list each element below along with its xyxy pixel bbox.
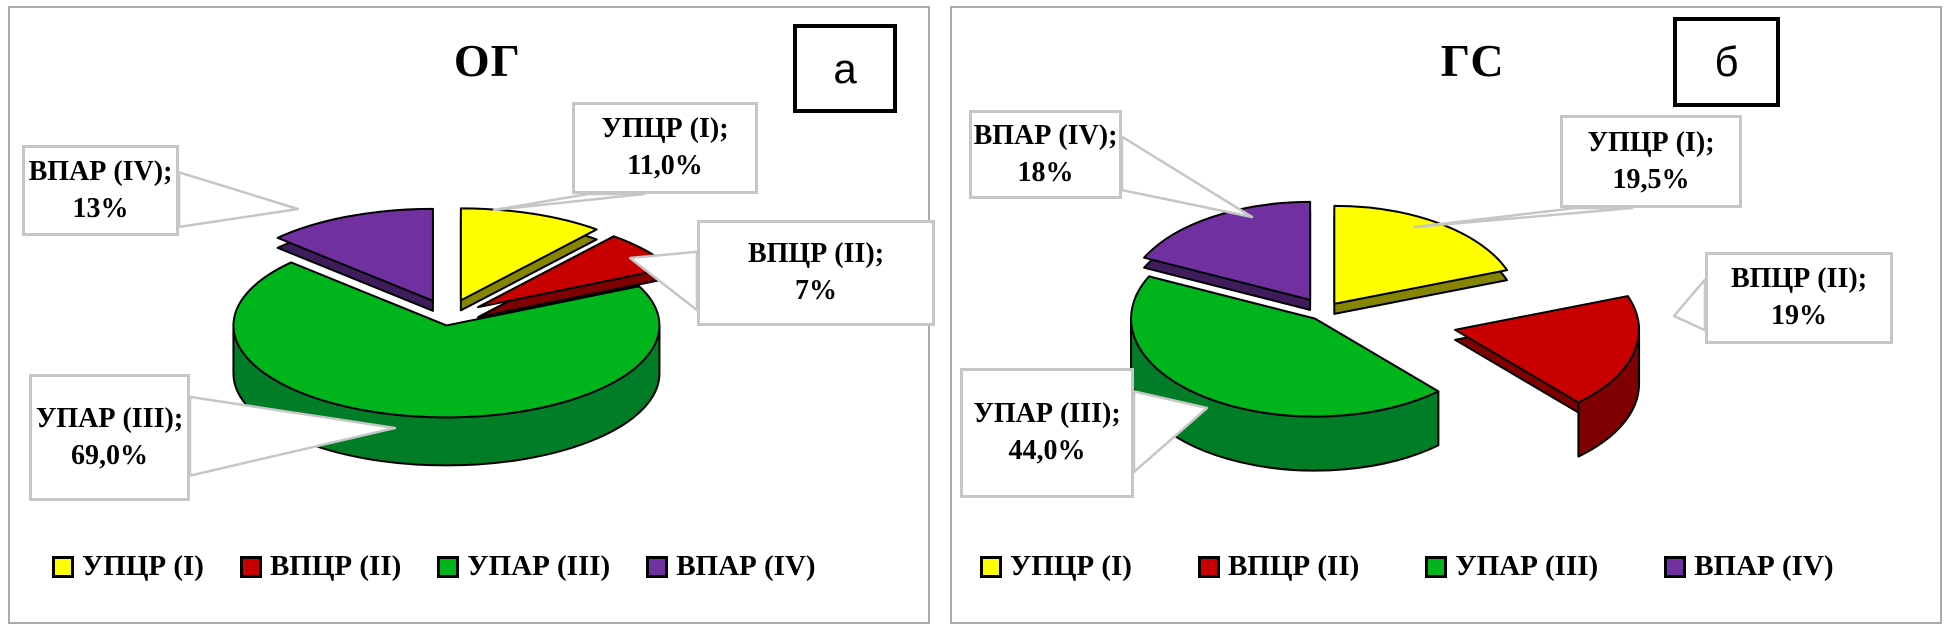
callout-category: ВПЦР (II); bbox=[1730, 263, 1868, 295]
legend-item-0: УПЦР (I) bbox=[52, 550, 204, 583]
pie-slice-face bbox=[1143, 200, 1312, 301]
legend-marker-icon bbox=[52, 555, 74, 578]
pie-chart-area-gs: УПЦР (I); 19,5% ВПЦР (II); 19% УПАР (III); 44… bbox=[952, 8, 1940, 622]
legend-item-0: УПЦР (I) bbox=[980, 550, 1132, 583]
legend-marker-icon bbox=[980, 555, 1002, 578]
pie-slice-face bbox=[459, 207, 598, 302]
legend-item-1: ВПЦР (II) bbox=[1197, 550, 1360, 583]
callout-category: ВПАР (IV); bbox=[973, 119, 1118, 151]
pie-slice-face bbox=[276, 207, 434, 302]
figure-label-a: а bbox=[833, 44, 857, 92]
legend-item-2: УПАР (III) bbox=[1425, 550, 1598, 583]
legend-label: ВПАР (IV) bbox=[676, 550, 816, 582]
callout-value: 19,5% bbox=[1612, 163, 1690, 195]
callout-value: 13% bbox=[72, 192, 129, 224]
callout-value: 19% bbox=[1771, 300, 1827, 331]
pie-slice-face bbox=[232, 261, 661, 419]
chart-title-og: ОГ bbox=[453, 35, 521, 86]
pie-slice-face bbox=[1130, 275, 1440, 418]
legend-label: ВПЦР (II) bbox=[1227, 550, 1360, 582]
callout-leader-wedge bbox=[188, 395, 397, 477]
callout-slice-2: УПАР (III); 44,0% bbox=[960, 368, 1134, 498]
callout-slice-1: ВПЦР (II); 19% bbox=[1705, 252, 1893, 344]
chart-legend: УПЦР (I) ВПЦР (II) УПАР (III) ВПАР (IV) bbox=[52, 550, 816, 583]
callout-value: 11,0% bbox=[627, 150, 703, 181]
callout-leader-wedge bbox=[177, 171, 300, 229]
callout-leader-wedge bbox=[1120, 135, 1254, 219]
callout-leader-wedge bbox=[492, 192, 646, 212]
legend-marker-icon bbox=[1197, 555, 1220, 578]
callout-value: 69,0% bbox=[71, 439, 148, 471]
callout-category: ВПЦР (II); bbox=[747, 238, 885, 270]
chart-title-gs: ГС bbox=[1440, 35, 1505, 86]
callout-category: УПАР (III); bbox=[35, 402, 184, 434]
legend-marker-icon bbox=[239, 555, 262, 578]
callout-slice-0: УПЦР (I); 11,0% bbox=[572, 102, 758, 194]
chart-legend: УПЦР (I) ВПЦР (II) УПАР (III) ВПАР (IV) bbox=[980, 550, 1834, 583]
figure-label-b: б bbox=[1714, 38, 1739, 85]
legend-item-2: УПАР (III) bbox=[437, 550, 610, 583]
callout-slice-1: ВПЦР (II); 7% bbox=[697, 220, 935, 326]
figure-label-box-b: б bbox=[1673, 17, 1780, 107]
callout-value: 7% bbox=[795, 275, 837, 306]
callout-category: ВПАР (IV); bbox=[28, 155, 173, 187]
legend-label: УПАР (III) bbox=[1455, 550, 1599, 582]
callout-category: УПАР (III); bbox=[973, 398, 1121, 430]
callout-slice-2: УПАР (III); 69,0% bbox=[29, 374, 190, 501]
legend-marker-icon bbox=[437, 555, 460, 578]
callout-slice-3: ВПАР (IV); 13% bbox=[22, 145, 179, 236]
legend-label: УПЦР (I) bbox=[1010, 550, 1132, 582]
legend-label: ВПАР (IV) bbox=[1694, 550, 1834, 582]
chart-panel-og: ОГ а УПЦР (I); 11,0% ВПЦР (II); 7% УПАР (III… bbox=[8, 6, 935, 624]
callout-category: УПЦР (I); bbox=[1587, 126, 1715, 158]
legend-label: ВПЦР (II) bbox=[269, 550, 402, 582]
legend-label: УПАР (III) bbox=[467, 550, 611, 582]
callout-slice-0: УПЦР (I); 19,5% bbox=[1560, 115, 1742, 208]
callout-slice-3: ВПАР (IV); 18% bbox=[969, 110, 1122, 199]
chart-panel-gs: ГС б УПЦР (I); 19,5% ВПЦР (II); 19% УПАР (II… bbox=[950, 6, 1942, 624]
pie-chart-svg bbox=[177, 171, 699, 477]
legend-item-1: ВПЦР (II) bbox=[239, 550, 402, 583]
pie-chart-svg bbox=[1120, 135, 1707, 474]
callout-category: УПЦР (I); bbox=[601, 113, 729, 145]
callout-value: 44,0% bbox=[1008, 435, 1086, 466]
figure-label-box-a: а bbox=[793, 24, 897, 113]
legend-item-3: ВПАР (IV) bbox=[646, 550, 816, 583]
callout-leader-wedge bbox=[1672, 278, 1707, 332]
callout-leader-wedge bbox=[1413, 206, 1634, 229]
pie-slice-face bbox=[1454, 295, 1641, 404]
legend-marker-icon bbox=[646, 555, 669, 578]
callout-leader-wedge bbox=[1132, 390, 1209, 474]
legend-marker-icon bbox=[1664, 555, 1687, 578]
legend-label: УПЦР (I) bbox=[82, 550, 204, 582]
callout-value: 18% bbox=[1017, 156, 1074, 188]
legend-item-3: ВПАР (IV) bbox=[1664, 550, 1834, 583]
legend-marker-icon bbox=[1425, 555, 1448, 578]
pie-chart-area-og: УПЦР (I); 11,0% ВПЦР (II); 7% УПАР (III); 69,… bbox=[10, 8, 935, 622]
